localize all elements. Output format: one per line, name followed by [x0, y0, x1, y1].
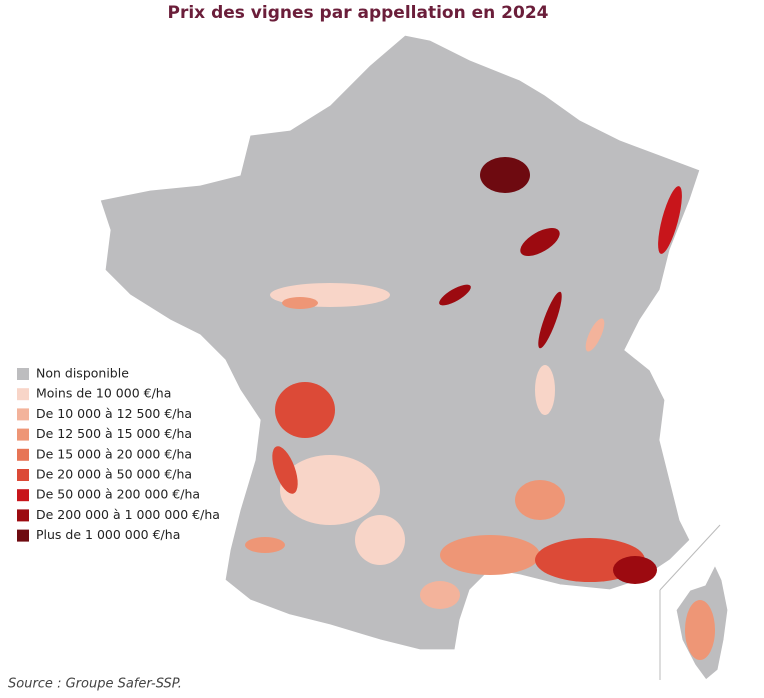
- vineyard: [515, 480, 565, 520]
- legend-label: De 10 000 à 12 500 €/ha: [36, 406, 192, 421]
- legend-label: Moins de 10 000 €/ha: [36, 386, 171, 401]
- legend-swatch: [17, 489, 29, 502]
- vineyard: [538, 291, 562, 349]
- vineyard: [272, 446, 298, 494]
- vineyard: [280, 455, 380, 525]
- vineyard: [685, 600, 715, 660]
- legend-label: Plus de 1 000 000 €/ha: [36, 527, 180, 542]
- legend-label: De 200 000 à 1 000 000 €/ha: [36, 507, 220, 522]
- inset-border: [659, 524, 721, 591]
- vineyard: [658, 186, 682, 254]
- legend-swatch: [17, 408, 29, 421]
- vineyard: [585, 318, 605, 352]
- legend-label: De 15 000 à 20 000 €/ha: [36, 446, 192, 461]
- legend-label: De 20 000 à 50 000 €/ha: [36, 467, 192, 482]
- vineyard: [520, 228, 560, 256]
- legend-swatch: [17, 388, 29, 401]
- legend-label: Non disponible: [36, 366, 129, 381]
- map-title: Prix des vignes par appellation en 2024: [168, 3, 549, 23]
- legend-swatch: [17, 469, 29, 481]
- legend-swatch: [17, 529, 29, 542]
- vineyard: [535, 365, 555, 415]
- legend-swatch: [17, 368, 29, 380]
- legend-swatch: [17, 509, 29, 522]
- legend-label: De 12 500 à 15 000 €/ha: [36, 426, 192, 441]
- vineyard: [275, 382, 335, 438]
- vineyard: [282, 297, 318, 309]
- legend-swatch: [17, 448, 29, 461]
- legend-label: De 50 000 à 200 000 €/ha: [36, 487, 200, 502]
- legend: Non disponible Moins de 10 000 €/ha De 10 …: [17, 366, 220, 542]
- vineyards: [245, 157, 715, 660]
- vineyard: [245, 537, 285, 553]
- vineyard: [480, 157, 530, 193]
- vineyard: [355, 515, 405, 565]
- vineyard: [613, 556, 657, 584]
- vineyard: [420, 581, 460, 609]
- source: Source : Groupe Safer-SSP.: [8, 677, 182, 692]
- vineyard: [440, 535, 540, 575]
- legend-swatch: [17, 428, 29, 441]
- vineyard: [439, 284, 471, 306]
